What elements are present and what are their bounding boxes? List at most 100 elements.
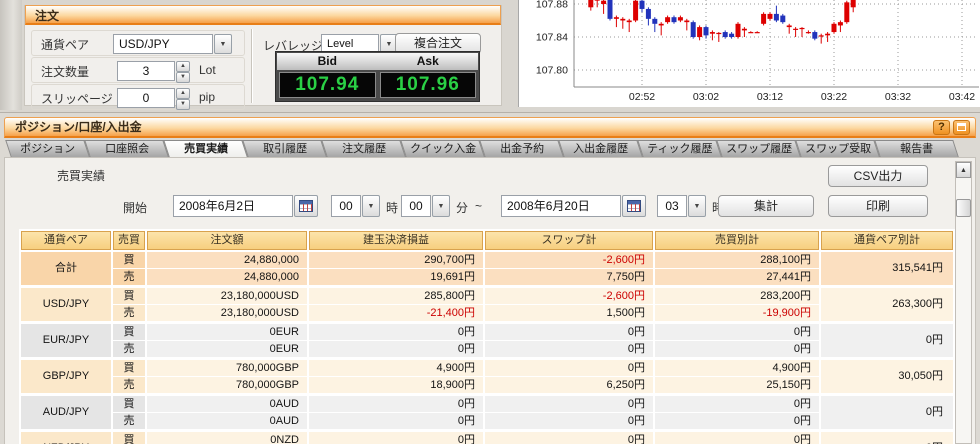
end-date-input[interactable]: 2008年6月20日 bbox=[501, 195, 621, 217]
help-icon: ? bbox=[938, 121, 945, 133]
tab-label: 注文履歴 bbox=[341, 143, 386, 155]
candle-body bbox=[671, 17, 677, 23]
start-hour-select[interactable]: 00 bbox=[331, 195, 361, 217]
candle-body bbox=[677, 17, 683, 21]
print-button[interactable]: 印刷 bbox=[828, 195, 928, 217]
amount-cell: 0EUR bbox=[147, 324, 307, 340]
compound-order-button[interactable]: 複合注文 bbox=[395, 33, 481, 54]
tab-報告書[interactable]: 報告書 bbox=[874, 140, 959, 157]
slippage-stepper[interactable]: ▲ ▼ bbox=[176, 88, 190, 110]
spin-up-icon[interactable]: ▲ bbox=[176, 61, 190, 72]
currency-pair-dropdown-button[interactable]: ▼ bbox=[214, 34, 232, 54]
help-button[interactable]: ? bbox=[933, 120, 950, 135]
column-header: 注文額 bbox=[147, 231, 307, 250]
spin-up-icon[interactable]: ▲ bbox=[176, 88, 190, 99]
candle-body bbox=[594, 0, 600, 1]
scroll-up-button[interactable]: ▲ bbox=[956, 162, 971, 178]
tab-ポジション[interactable]: ポジション bbox=[5, 140, 90, 157]
candle-body bbox=[658, 23, 664, 26]
pair-total-cell: 30,050円 bbox=[821, 360, 953, 393]
scroll-up-icon: ▲ bbox=[960, 167, 967, 174]
ask-label: Ask bbox=[416, 54, 439, 68]
tab-スワップ受取[interactable]: スワップ受取 bbox=[795, 140, 880, 157]
side-cell: 売 bbox=[113, 305, 145, 321]
spin-down-icon[interactable]: ▼ bbox=[176, 99, 190, 110]
results-title: 売買実績 bbox=[57, 169, 106, 183]
pl-cell: 0円 bbox=[309, 341, 483, 357]
tab-label: 取引履歴 bbox=[262, 143, 307, 155]
currency-pair-select[interactable]: USD/JPY bbox=[113, 34, 213, 54]
x-axis-label: 03:32 bbox=[885, 91, 911, 103]
quantity-label: 注文数量 bbox=[41, 65, 90, 79]
tab-注文履歴[interactable]: 注文履歴 bbox=[321, 140, 406, 157]
pair-cell: USD/JPY bbox=[21, 288, 111, 321]
start-minute-select[interactable]: 00 bbox=[401, 195, 431, 217]
range-separator: ~ bbox=[475, 199, 483, 213]
tab-売買実績[interactable]: 売買実績 bbox=[163, 140, 248, 157]
candle-body bbox=[831, 23, 837, 33]
start-hour-dropdown-button[interactable]: ▼ bbox=[362, 195, 380, 217]
start-date-input[interactable]: 2008年6月2日 bbox=[173, 195, 293, 217]
slippage-input[interactable]: 0 bbox=[117, 88, 175, 108]
start-minute-dropdown-button[interactable]: ▼ bbox=[432, 195, 450, 217]
side-total-cell: 283,200円 bbox=[655, 288, 819, 304]
calendar-icon bbox=[299, 200, 313, 212]
amount-cell: 23,180,000USD bbox=[147, 288, 307, 304]
tab-クイック入金[interactable]: クイック入金 bbox=[400, 140, 485, 157]
candle-body bbox=[588, 0, 594, 8]
window-restore-icon bbox=[957, 123, 966, 131]
chevron-down-icon: ▼ bbox=[367, 203, 375, 210]
bid-price[interactable]: 107.94 bbox=[279, 72, 376, 98]
side-total-cell: 0円 bbox=[655, 324, 819, 340]
x-axis-label: 03:42 bbox=[949, 91, 975, 103]
pl-cell: -21,400円 bbox=[309, 305, 483, 321]
amount-cell: 23,180,000USD bbox=[147, 305, 307, 321]
side-total-cell: 0円 bbox=[655, 432, 819, 444]
positions-panel: ポジション/口座/入出金 ? ポジション 口座照会 売買実績 取引履歴 注文履歴 クイック… bbox=[0, 112, 980, 444]
tab-ティック履歴[interactable]: ティック履歴 bbox=[637, 140, 722, 157]
side-total-cell: 0円 bbox=[655, 396, 819, 412]
vertical-scrollbar[interactable]: ▲ bbox=[955, 161, 972, 444]
quantity-input[interactable]: 3 bbox=[117, 61, 175, 81]
spin-down-icon[interactable]: ▼ bbox=[176, 72, 190, 83]
tab-取引履歴[interactable]: 取引履歴 bbox=[242, 140, 327, 157]
quantity-row bbox=[31, 57, 245, 83]
swap-cell: 0円 bbox=[485, 360, 653, 376]
currency-pair-label: 通貨ペア bbox=[41, 38, 90, 52]
tab-スワップ履歴[interactable]: スワップ履歴 bbox=[716, 140, 801, 157]
window-restore-button[interactable] bbox=[953, 120, 970, 135]
tab-出金予約[interactable]: 出金予約 bbox=[479, 140, 564, 157]
tab-口座照会[interactable]: 口座照会 bbox=[84, 140, 169, 157]
chevron-down-icon: ▼ bbox=[693, 203, 701, 210]
pl-cell: 19,691円 bbox=[309, 269, 483, 285]
tab-label: スワップ履歴 bbox=[725, 143, 792, 155]
candle-body bbox=[652, 18, 658, 24]
table-group-GBP/JPY: GBP/JPY 買 780,000GBP 4,900円 0円 4,900円 30,050円売… bbox=[21, 360, 953, 393]
panel-divider bbox=[251, 29, 252, 103]
price-chart: 107.88 107.84 107.80 02:52 03:02 03:12 03:22 03… bbox=[536, 0, 979, 103]
swap-cell: 0円 bbox=[485, 341, 653, 357]
pair-cell: AUD/JPY bbox=[21, 396, 111, 429]
end-hour-dropdown-button[interactable]: ▼ bbox=[688, 195, 706, 217]
x-axis-label: 02:52 bbox=[629, 91, 655, 103]
candle-body bbox=[799, 27, 805, 30]
quantity-stepper[interactable]: ▲ ▼ bbox=[176, 61, 190, 83]
scrollbar-thumb[interactable] bbox=[956, 199, 971, 217]
amount-cell: 780,000GBP bbox=[147, 377, 307, 393]
side-cell: 買 bbox=[113, 396, 145, 412]
aggregate-button[interactable]: 集計 bbox=[718, 195, 814, 217]
end-hour-select[interactable]: 03 bbox=[657, 195, 687, 217]
ask-price[interactable]: 107.96 bbox=[379, 72, 476, 98]
tab-入出金履歴[interactable]: 入出金履歴 bbox=[558, 140, 643, 157]
tab-label: クイック入金 bbox=[409, 143, 476, 155]
tab-label: 入出金履歴 bbox=[573, 143, 629, 155]
start-date-calendar-button[interactable] bbox=[294, 195, 318, 217]
end-date-calendar-button[interactable] bbox=[622, 195, 646, 217]
tab-label: 売買実績 bbox=[183, 143, 228, 155]
csv-export-button[interactable]: CSV出力 bbox=[828, 165, 928, 187]
swap-cell: 0円 bbox=[485, 396, 653, 412]
minute-suffix: 分 bbox=[456, 201, 469, 215]
pair-cell: GBP/JPY bbox=[21, 360, 111, 393]
chart-panel: 107.88 107.84 107.80 02:52 03:02 03:12 03:22 03… bbox=[518, 0, 980, 107]
swap-cell: 0円 bbox=[485, 324, 653, 340]
